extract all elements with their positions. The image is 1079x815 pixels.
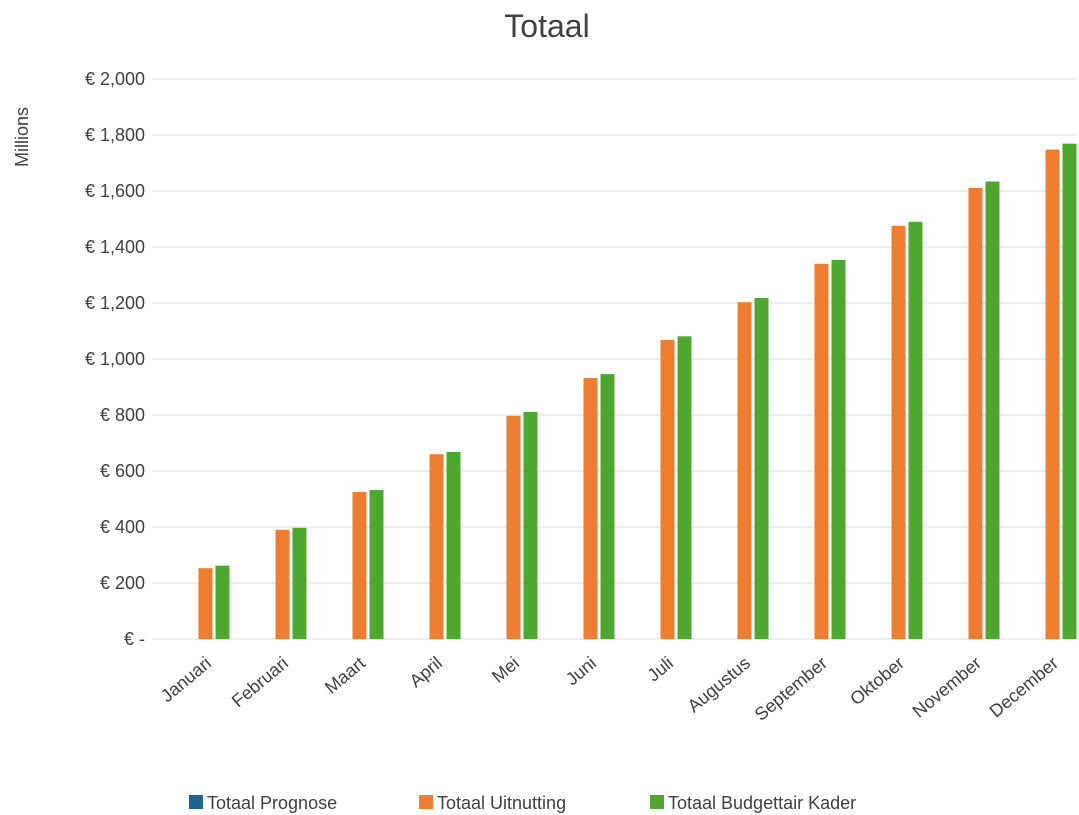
y-tick-label: € 2,000: [85, 69, 145, 89]
bar-1-0: [198, 568, 213, 639]
bar-2-10: [985, 181, 1000, 640]
x-tick-label: September: [751, 653, 831, 725]
x-tick-label: Juli: [644, 653, 678, 686]
x-axis-ticks: Januari Februari Maart April Mei Juni Juli Augu…: [157, 653, 1062, 725]
legend-swatch: [650, 795, 664, 809]
legend: Totaal Prognose Totaal Uitnutting Totaal B…: [189, 793, 856, 813]
y-tick-label: € 1,600: [85, 181, 145, 201]
bar-1-1: [275, 529, 290, 639]
bar-2-4: [523, 411, 538, 639]
x-tick-label: December: [986, 653, 1062, 722]
legend-label: Totaal Budgettair Kader: [668, 793, 856, 813]
y-tick-label: € 800: [100, 405, 145, 425]
x-tick-label: Mei: [488, 653, 523, 687]
x-tick-label: April: [406, 653, 446, 691]
y-tick-label: € 1,800: [85, 125, 145, 145]
bar-1-2: [352, 492, 367, 639]
bar-1-10: [968, 187, 983, 640]
bar-2-11: [1062, 143, 1077, 639]
x-tick-label: Januari: [157, 653, 215, 706]
bars: [198, 143, 1077, 640]
bar-2-6: [677, 336, 692, 639]
bar-1-11: [1045, 149, 1060, 639]
bar-1-9: [891, 225, 906, 639]
y-tick-label: € 1,200: [85, 293, 145, 313]
y-tick-label: € -: [124, 629, 145, 649]
bar-1-3: [429, 454, 444, 639]
x-tick-label: Augustus: [684, 653, 754, 717]
x-tick-label: Juni: [562, 653, 600, 690]
y-tick-label: € 200: [100, 573, 145, 593]
bar-1-4: [506, 415, 521, 639]
bar-2-9: [908, 221, 923, 640]
bar-2-5: [600, 374, 615, 639]
legend-label: Totaal Uitnutting: [437, 793, 566, 813]
bar-2-1: [292, 527, 307, 639]
y-axis-label: Millions: [12, 107, 32, 167]
y-tick-label: € 600: [100, 461, 145, 481]
chart-title: Totaal: [504, 8, 589, 44]
legend-swatch: [189, 795, 203, 809]
bar-2-8: [831, 259, 846, 639]
y-axis-ticks: € - € 200 € 400 € 600 € 800 € 1,000 € 1,200 € 1…: [85, 69, 145, 649]
legend-label: Totaal Prognose: [207, 793, 337, 813]
y-tick-label: € 1,400: [85, 237, 145, 257]
x-tick-label: Oktober: [846, 653, 908, 709]
bar-1-6: [660, 339, 675, 639]
x-tick-label: November: [909, 653, 985, 722]
y-tick-label: € 400: [100, 517, 145, 537]
legend-swatch: [419, 795, 433, 809]
bar-2-3: [446, 451, 461, 639]
bar-2-7: [754, 297, 769, 639]
bar-2-2: [369, 490, 384, 639]
bar-2-0: [215, 565, 230, 639]
bar-1-7: [737, 302, 752, 639]
x-tick-label: Februari: [228, 653, 292, 711]
bar-1-5: [583, 378, 598, 639]
bar-1-8: [814, 263, 829, 639]
x-tick-label: Maart: [321, 653, 369, 698]
y-tick-label: € 1,000: [85, 349, 145, 369]
